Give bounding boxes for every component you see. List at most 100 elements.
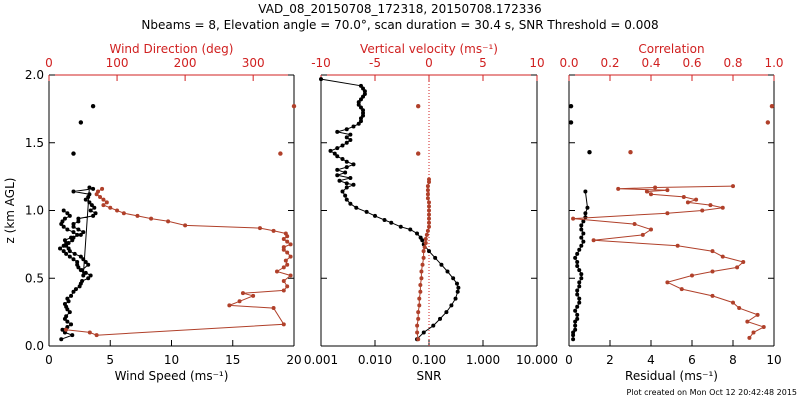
data-point: [81, 230, 86, 235]
data-point: [67, 213, 72, 218]
data-point: [741, 259, 746, 264]
data-point: [348, 175, 353, 180]
data-point: [62, 301, 67, 306]
y-tick-label: 0.5: [25, 271, 44, 285]
data-point: [66, 246, 71, 251]
data-point: [344, 127, 349, 132]
data-point: [281, 278, 286, 283]
data-point: [415, 231, 420, 236]
data-point: [737, 306, 742, 311]
data-point: [577, 296, 582, 301]
data-point: [64, 243, 69, 248]
data-point: [579, 223, 584, 228]
data-point: [227, 303, 232, 308]
x-tick-label-bottom: 4: [647, 353, 655, 367]
y-tick-label: 1.5: [25, 136, 44, 150]
data-point: [58, 246, 63, 251]
data-point: [59, 337, 64, 342]
data-point: [681, 194, 686, 199]
data-point: [108, 205, 113, 210]
data-point: [115, 208, 120, 213]
data-point: [65, 319, 70, 324]
x-tick-label-top: 300: [242, 56, 265, 70]
data-point: [591, 238, 596, 243]
x-tick-label-top: 0.0: [559, 56, 578, 70]
data-point: [425, 192, 430, 197]
data-point: [424, 232, 429, 237]
data-point: [644, 189, 649, 194]
data-point: [271, 228, 276, 233]
data-point: [579, 243, 584, 248]
data-point: [354, 205, 359, 210]
data-point: [71, 189, 76, 194]
data-point: [417, 303, 422, 308]
data-point: [87, 200, 92, 205]
series-vertical-velocity: [415, 103, 431, 342]
data-point: [419, 269, 424, 274]
data-point: [690, 273, 694, 278]
data-point: [583, 211, 588, 216]
isolated-point: [628, 150, 633, 155]
series-line: [320, 78, 459, 340]
data-point: [88, 208, 93, 213]
data-point: [632, 222, 637, 227]
data-point: [444, 310, 449, 315]
data-point: [75, 259, 80, 264]
data-point: [679, 287, 684, 292]
data-point: [720, 254, 725, 259]
data-point: [61, 224, 66, 229]
data-point: [86, 276, 91, 281]
series-line: [65, 188, 292, 336]
data-point: [281, 236, 286, 241]
data-point: [332, 151, 337, 156]
series-correlation: [571, 103, 775, 340]
data-point: [340, 157, 345, 162]
data-point: [571, 330, 576, 335]
data-point: [87, 330, 92, 335]
data-point: [419, 276, 424, 281]
data-point: [60, 219, 65, 224]
isolated-point: [416, 151, 421, 156]
data-point: [761, 325, 766, 330]
data-point: [75, 232, 80, 237]
data-point: [581, 239, 586, 244]
data-point: [577, 284, 582, 289]
x-tick-label-bottom: 6: [688, 353, 696, 367]
data-point: [351, 162, 356, 167]
data-point: [78, 254, 83, 259]
y-tick-label: 2.0: [25, 68, 44, 82]
data-point: [575, 312, 580, 317]
data-point: [420, 262, 425, 267]
data-point: [573, 319, 578, 324]
data-point: [408, 227, 413, 232]
data-point: [356, 121, 361, 126]
data-point: [640, 232, 645, 237]
data-point: [427, 177, 431, 182]
data-point: [581, 231, 586, 236]
data-point: [700, 208, 705, 213]
data-point: [71, 289, 76, 294]
data-point: [67, 310, 72, 315]
x-tick-label-top: 0.8: [723, 56, 742, 70]
data-point: [283, 258, 288, 263]
x-axis-label-top: Correlation: [638, 42, 704, 56]
data-point: [344, 159, 349, 164]
data-point: [455, 289, 460, 294]
data-point: [708, 203, 713, 208]
data-point: [61, 208, 66, 213]
data-point: [579, 276, 584, 281]
data-point: [583, 189, 588, 194]
data-point: [573, 255, 578, 260]
x-tick-label-bottom: 0: [565, 353, 573, 367]
data-point: [575, 316, 580, 321]
data-point: [421, 255, 426, 260]
isolated-point: [90, 103, 96, 109]
data-point: [343, 193, 348, 198]
data-point: [283, 231, 288, 236]
data-point: [83, 270, 88, 275]
data-point: [335, 173, 340, 178]
data-point: [64, 251, 69, 256]
data-point: [71, 235, 76, 240]
data-point: [65, 211, 70, 216]
x-tick-label-bottom: 2: [606, 353, 614, 367]
